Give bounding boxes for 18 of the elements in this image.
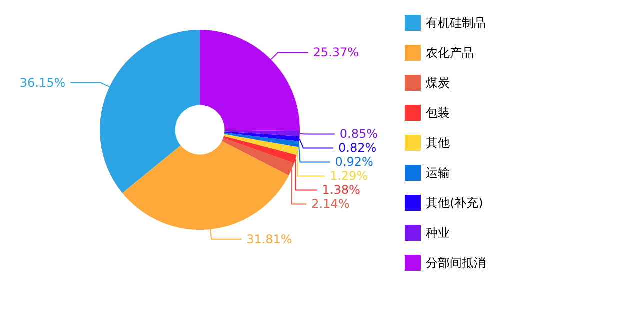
data-label: 2.14%: [312, 197, 350, 212]
legend-label: 包装: [426, 106, 450, 120]
legend-label: 分部间抵消: [426, 256, 486, 270]
data-label: 0.92%: [335, 155, 374, 170]
data-label: 0.85%: [340, 127, 378, 142]
legend-label: 有机硅制品: [426, 16, 486, 30]
data-label: 1.29%: [330, 169, 368, 184]
legend-label: 煤炭: [426, 76, 450, 90]
legend-label: 种业: [426, 226, 450, 240]
data-label: 36.15%: [20, 76, 66, 90]
legend-label: 运输: [426, 166, 450, 180]
data-label: 25.37%: [313, 46, 359, 60]
legend-label: 农化产品: [426, 46, 474, 60]
data-label: 31.81%: [246, 232, 292, 246]
legend-label: 其他(补充): [426, 196, 484, 210]
data-label: 0.82%: [338, 141, 377, 156]
data-label: 1.38%: [322, 183, 360, 198]
legend-label: 其他: [426, 136, 450, 150]
